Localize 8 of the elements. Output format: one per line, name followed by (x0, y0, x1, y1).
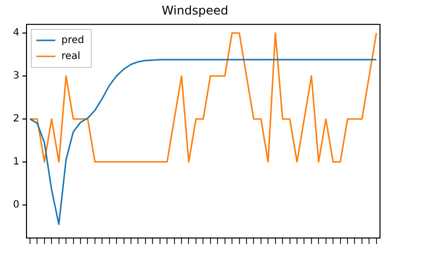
y-tick-label: 2 (12, 114, 20, 125)
y-tick-label: 1 (12, 156, 20, 168)
y-tick-label: 3 (12, 70, 20, 82)
legend-label: real (61, 50, 80, 62)
y-tick-label: 4 (12, 28, 20, 39)
y-tick-label: 0 (12, 200, 20, 210)
legend-label: pred (61, 34, 84, 46)
chart-title: Windspeed (162, 3, 228, 18)
